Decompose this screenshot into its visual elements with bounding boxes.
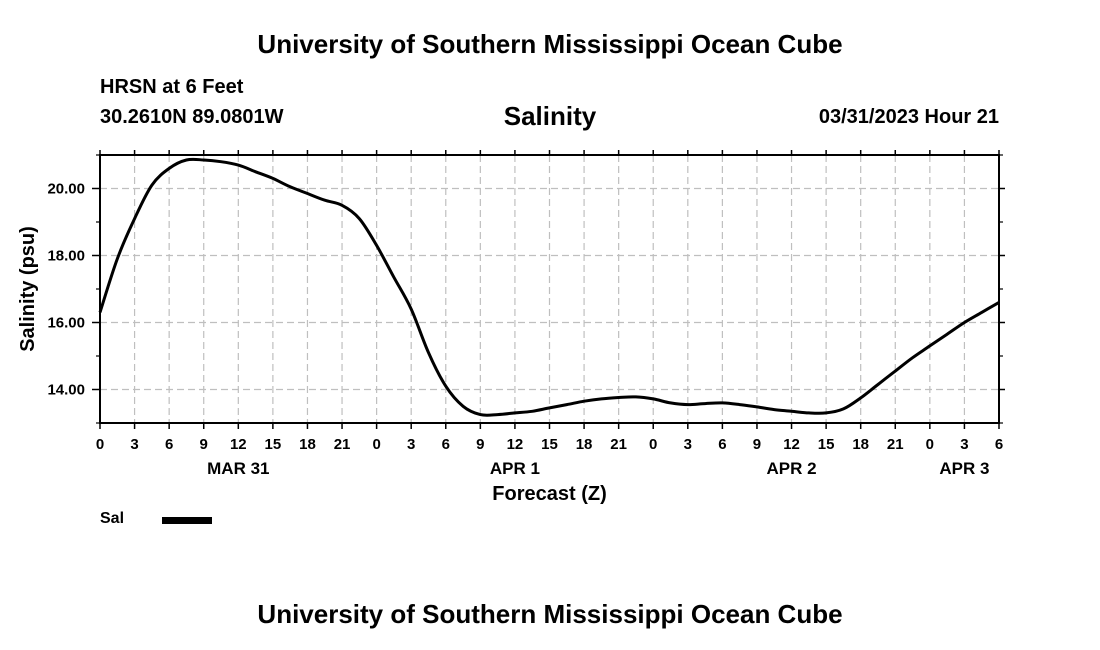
- x-tick-label: 9: [753, 436, 761, 453]
- x-tick-label: 21: [334, 436, 351, 453]
- station-coordinates: 30.2610N 89.0801W: [100, 106, 284, 128]
- x-tick-label: 6: [165, 436, 173, 453]
- footer-title: University of Southern Mississippi Ocean…: [257, 599, 843, 629]
- x-tick-label: 0: [96, 436, 104, 453]
- x-tick-label: 12: [507, 436, 524, 453]
- grid: [100, 155, 999, 423]
- y-tick-label: 14.00: [47, 382, 85, 399]
- x-tick-label: 15: [818, 436, 835, 453]
- x-tick-label: 21: [887, 436, 904, 453]
- y-tick-label: 20.00: [47, 181, 85, 198]
- x-tick-label: 6: [718, 436, 726, 453]
- x-tick-label: 15: [265, 436, 282, 453]
- date-label: MAR 31: [207, 459, 269, 478]
- x-tick-label: 12: [230, 436, 247, 453]
- y-axis-label: Salinity (psu): [17, 226, 39, 352]
- legend-line-swatch: [162, 517, 212, 524]
- x-tick-label: 6: [995, 436, 1003, 453]
- x-tick-label: 3: [130, 436, 138, 453]
- series-layer: [98, 157, 1000, 417]
- page-title: University of Southern Mississippi Ocean…: [257, 29, 843, 59]
- date-label: APR 1: [490, 459, 540, 478]
- date-label: APR 3: [939, 459, 989, 478]
- axes: 0 3 6 9 12 15 18 21 0 3 6 9 12 15 18 21 0 3 6 9 12 15 18 21 0 3 6 1…: [17, 150, 1005, 505]
- y-tick-label: 18.00: [47, 248, 85, 265]
- x-tick-label: 18: [299, 436, 316, 453]
- x-tick-label: 6: [442, 436, 450, 453]
- x-tick-label: 3: [960, 436, 968, 453]
- x-tick-label: 3: [407, 436, 415, 453]
- x-tick-label: 12: [783, 436, 800, 453]
- x-axis-label: Forecast (Z): [492, 483, 606, 505]
- x-tick-label: 18: [852, 436, 869, 453]
- x-tick-label: 0: [372, 436, 380, 453]
- y-tick-label: 16.00: [47, 315, 85, 332]
- x-tick-label: 18: [576, 436, 593, 453]
- x-tick-label: 0: [926, 436, 934, 453]
- x-tick-label: 9: [200, 436, 208, 453]
- date-label: APR 2: [766, 459, 816, 478]
- x-tick-label: 3: [684, 436, 692, 453]
- x-tick-label: 9: [476, 436, 484, 453]
- legend-label: Sal: [100, 510, 125, 527]
- series-line-sal: [98, 157, 1000, 417]
- x-tick-label: 21: [610, 436, 627, 453]
- chart-title: Salinity: [503, 101, 597, 131]
- x-tick-label: 15: [541, 436, 558, 453]
- forecast-datetime: 03/31/2023 Hour 21: [818, 106, 999, 128]
- station-name: HRSN at 6 Feet: [100, 76, 244, 98]
- x-tick-label: 0: [649, 436, 657, 453]
